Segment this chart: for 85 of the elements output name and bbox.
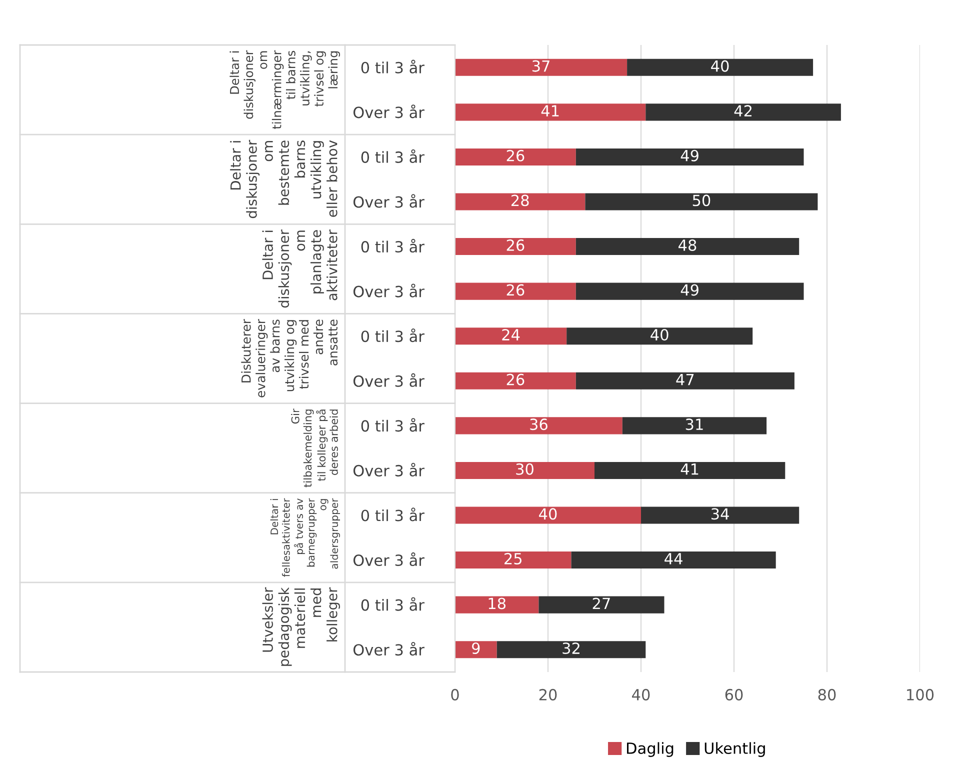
bar bbox=[585, 193, 818, 210]
data-label: 42 bbox=[734, 105, 752, 116]
y-tick-label: Over 3 år bbox=[353, 104, 424, 118]
data-label: 44 bbox=[664, 553, 682, 564]
bar bbox=[622, 417, 767, 434]
bar bbox=[641, 506, 800, 524]
x-tick-label: 0 bbox=[451, 688, 459, 700]
data-label: 40 bbox=[539, 508, 557, 520]
data-label: 41 bbox=[541, 105, 559, 116]
bar bbox=[455, 462, 594, 479]
bar bbox=[496, 641, 646, 658]
bar bbox=[576, 148, 804, 166]
x-tick-label: 20 bbox=[539, 688, 557, 700]
y-tick-label: 0 til 3 år bbox=[361, 508, 424, 522]
bar bbox=[455, 372, 576, 390]
text: Deltar i diskusjoner om bestemte barns utvikling eller behov bbox=[230, 140, 338, 218]
data-label: 31 bbox=[686, 418, 703, 430]
bar bbox=[576, 238, 800, 256]
bar bbox=[455, 328, 567, 345]
y-tick-label: Over 3 år bbox=[353, 462, 424, 476]
text: Deltar i fellesaktiviteter på tvers av barnegrupper og aldersgrupper bbox=[270, 498, 340, 577]
y-tick-label: Over 3 år bbox=[353, 373, 424, 387]
data-label: 48 bbox=[678, 239, 696, 251]
data-label: 36 bbox=[530, 418, 548, 430]
y-tick-label: Over 3 år bbox=[353, 284, 424, 298]
bar bbox=[576, 372, 794, 390]
y-tick-label: 0 til 3 år bbox=[361, 60, 424, 74]
y-tick-label: Over 3 år bbox=[353, 194, 424, 208]
text: Gir tilbakemelding til kolleger på deres arbeid bbox=[291, 408, 338, 488]
bar bbox=[455, 506, 641, 524]
data-label: 9 bbox=[472, 642, 480, 654]
data-label: 40 bbox=[711, 60, 729, 72]
x-tick-label: 100 bbox=[907, 688, 934, 700]
text: Utveksler pedagogisk materiell med kolleger bbox=[262, 587, 340, 666]
y-tick-label: 0 til 3 år bbox=[361, 149, 424, 163]
y-tick-label: 0 til 3 år bbox=[361, 418, 424, 432]
data-label: 30 bbox=[516, 463, 534, 475]
data-label: 28 bbox=[512, 194, 529, 206]
data-label: 49 bbox=[680, 150, 698, 162]
legend-label: Daglig bbox=[627, 742, 674, 757]
data-label: 18 bbox=[488, 598, 506, 610]
legend-label: Ukentlig bbox=[704, 742, 765, 757]
bar bbox=[455, 552, 572, 569]
x-tick-label: 60 bbox=[725, 688, 743, 700]
text: Diskuterer evalueringer av barns utvikling og trivsel med andre ansatte bbox=[241, 318, 338, 398]
y-tick-label: Over 3 år bbox=[353, 642, 424, 656]
bar bbox=[455, 58, 628, 76]
y-tick-label: 0 til 3 år bbox=[361, 238, 424, 253]
bar bbox=[455, 417, 622, 434]
data-label: 24 bbox=[502, 328, 520, 340]
bar bbox=[455, 596, 539, 614]
bar bbox=[455, 641, 497, 658]
data-label: 26 bbox=[506, 239, 524, 251]
data-label: 26 bbox=[506, 374, 524, 386]
y-tick-label: 0 til 3 år bbox=[361, 328, 424, 342]
data-label: 26 bbox=[506, 150, 524, 162]
data-label: 25 bbox=[504, 552, 522, 564]
bar bbox=[571, 552, 776, 569]
bar bbox=[455, 282, 576, 300]
bar bbox=[455, 193, 586, 210]
y-tick-label: 0 til 3 år bbox=[361, 597, 424, 611]
data-label: 32 bbox=[562, 642, 580, 654]
text: Deltar i diskusjoner om planlagte aktiviteter bbox=[262, 229, 338, 308]
data-label: 49 bbox=[680, 284, 698, 296]
bar bbox=[455, 148, 576, 166]
data-label: 37 bbox=[532, 60, 550, 72]
bar bbox=[566, 328, 753, 345]
x-tick-label: 80 bbox=[818, 688, 836, 700]
data-label: 40 bbox=[650, 328, 668, 341]
y-tick-label: Over 3 år bbox=[353, 552, 424, 566]
data-label: 50 bbox=[692, 194, 710, 206]
bar bbox=[627, 58, 814, 76]
bar bbox=[455, 238, 576, 256]
data-label: 34 bbox=[711, 508, 729, 520]
data-label: 27 bbox=[592, 598, 610, 610]
data-label: 41 bbox=[680, 464, 698, 475]
bar bbox=[455, 104, 646, 121]
data-label: 47 bbox=[676, 374, 694, 386]
data-label: 26 bbox=[506, 284, 524, 296]
x-tick-label: 40 bbox=[632, 688, 650, 700]
bar bbox=[646, 104, 841, 121]
bar bbox=[538, 596, 664, 614]
bar bbox=[576, 282, 804, 300]
bar bbox=[594, 462, 786, 479]
text: Deltar i diskusjoner om tilnærminger til barns utvikling, trivsel og læring bbox=[230, 50, 340, 129]
